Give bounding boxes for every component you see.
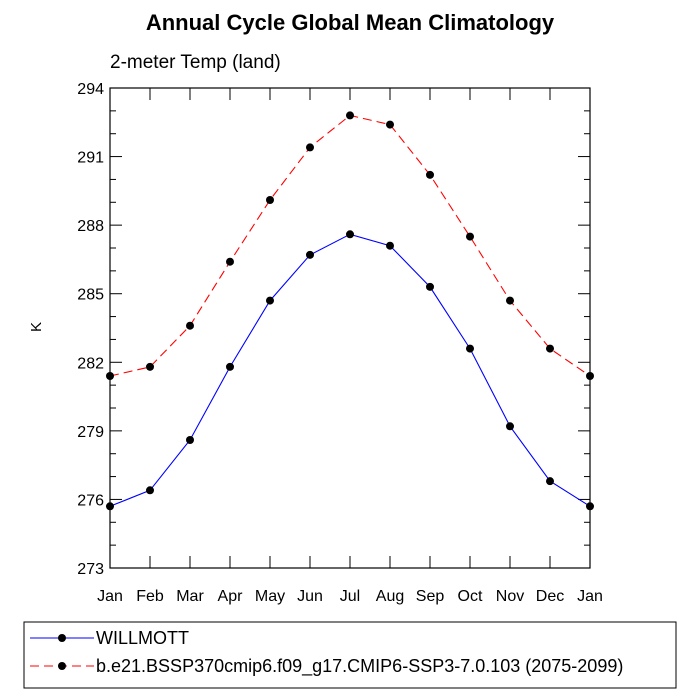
series-line	[109, 233, 591, 507]
data-point	[146, 486, 154, 495]
data-point	[226, 362, 234, 371]
data-point	[306, 250, 314, 259]
plot-frame	[109, 87, 591, 569]
x-tick-label: Jul	[340, 588, 360, 605]
data-point	[346, 230, 354, 239]
data-point	[586, 502, 594, 511]
data-point	[266, 296, 274, 305]
chart-title: Annual Cycle Global Mean Climatology	[146, 10, 555, 35]
data-point	[546, 477, 554, 486]
x-tick-label: Jan	[97, 588, 123, 605]
legend-marker	[58, 662, 66, 670]
y-tick-label: 282	[77, 355, 104, 372]
x-tick-label: Dec	[536, 588, 564, 605]
x-tick-label: May	[255, 588, 285, 605]
y-tick-label: 273	[77, 561, 104, 578]
data-point	[386, 241, 394, 250]
data-point	[586, 372, 594, 380]
data-point	[266, 196, 274, 204]
data-point	[506, 422, 514, 431]
y-tick-label: 285	[77, 287, 104, 304]
data-point	[506, 296, 514, 305]
legend-label: WILLMOTT	[96, 628, 189, 648]
data-point	[426, 282, 434, 291]
data-point	[226, 257, 234, 266]
x-tick-label: Oct	[458, 588, 483, 605]
series-1	[106, 230, 594, 511]
y-tick-label: 279	[77, 424, 104, 441]
data-point	[466, 232, 474, 241]
data-point	[146, 362, 154, 371]
data-point	[386, 120, 394, 129]
chart-subtitle: 2-meter Temp (land)	[110, 52, 281, 73]
y-tick-label: 276	[77, 492, 104, 509]
data-point	[346, 111, 354, 120]
series-line	[109, 114, 591, 377]
x-tick-label: Jun	[297, 588, 323, 605]
y-tick-label: 291	[77, 150, 104, 167]
x-tick-label: Apr	[218, 588, 244, 605]
data-point	[186, 436, 194, 444]
x-tick-label: Nov	[496, 588, 524, 605]
series-2	[106, 111, 594, 380]
legend-marker	[58, 634, 66, 642]
data-point	[106, 502, 114, 511]
data-point	[306, 143, 314, 152]
legend-label: b.e21.BSSP370cmip6.f09_g17.CMIP6-SSP3-7.…	[96, 656, 623, 677]
x-tick-label: Feb	[136, 588, 164, 605]
data-point	[106, 372, 114, 380]
y-tick-label: 288	[77, 218, 104, 235]
data-point	[426, 170, 434, 179]
x-tick-label: Aug	[376, 588, 404, 605]
x-tick-label: Mar	[176, 588, 204, 605]
series-layer	[106, 111, 594, 511]
legend-box	[23, 621, 677, 689]
legend: WILLMOTT b.e21.BSSP370cmip6.f09_g17.CMIP6…	[23, 621, 677, 689]
y-tick-label: 294	[77, 81, 104, 98]
axes-group: 273 276 279 282 285 288 291 294 Jan Feb Mar Apr May J…	[77, 81, 603, 605]
x-tick-label: Jan	[577, 588, 603, 605]
data-point	[186, 321, 194, 330]
x-tick-label: Sep	[416, 588, 445, 605]
y-axis-label: K	[28, 322, 45, 332]
data-point	[466, 344, 474, 353]
data-point	[546, 344, 554, 353]
